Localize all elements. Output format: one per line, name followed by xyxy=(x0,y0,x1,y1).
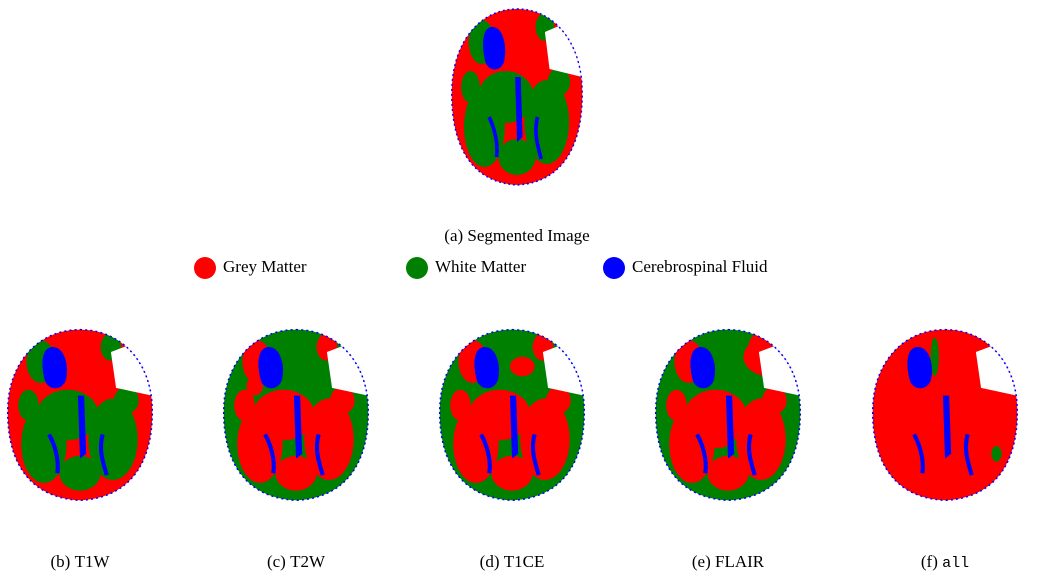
brain-image xyxy=(430,323,595,507)
background-region xyxy=(976,342,1019,395)
tissue-region xyxy=(59,456,100,491)
panel-caption: (d) T1CE xyxy=(480,552,545,571)
legend-swatch xyxy=(406,257,428,279)
tissue-region xyxy=(275,456,316,491)
brain-image xyxy=(214,323,379,507)
tissue-region xyxy=(18,390,39,421)
tissue-region xyxy=(883,390,904,421)
tissue-region xyxy=(461,71,480,103)
background-region xyxy=(111,342,154,395)
legend-label: White Matter xyxy=(435,257,526,276)
tissue-region xyxy=(707,456,748,491)
brain-clip xyxy=(214,323,379,507)
panel-tag: (d) xyxy=(480,552,500,571)
tissue-region xyxy=(491,456,532,491)
legend-label: Cerebrospinal Fluid xyxy=(632,257,768,276)
panel-caption: (c) T2W xyxy=(267,552,326,571)
panel-tag: (b) xyxy=(50,552,70,571)
brain-image xyxy=(443,2,592,192)
brain-clip xyxy=(646,323,811,507)
tissue-region xyxy=(924,456,965,491)
legend-swatch xyxy=(194,257,216,279)
brain-clip xyxy=(443,2,592,192)
brain-image xyxy=(0,323,162,507)
panel-tag: (c) xyxy=(267,552,286,571)
top-caption: (a) Segmented Image xyxy=(444,226,589,245)
figure: (a) Segmented Image Grey Matter White Mat… xyxy=(0,0,1038,579)
legend-swatch xyxy=(603,257,625,279)
background-region xyxy=(545,22,584,77)
tissue-region xyxy=(510,357,535,376)
background-region xyxy=(759,342,802,395)
panel-tag: (e) xyxy=(692,552,711,571)
panel-name: T1CE xyxy=(504,552,545,571)
background-region xyxy=(543,342,586,395)
panel-name: all xyxy=(942,555,969,572)
legend-label: Grey Matter xyxy=(223,257,307,276)
panel-caption: (e) FLAIR xyxy=(692,552,765,571)
brain-clip xyxy=(430,323,595,507)
panel-name: FLAIR xyxy=(715,552,765,571)
panel-name: T2W xyxy=(290,552,326,571)
background-region xyxy=(327,342,370,395)
brain-image xyxy=(863,323,1028,507)
tissue-region xyxy=(450,390,471,421)
panel-caption: (b) T1W xyxy=(50,552,110,571)
brain-clip xyxy=(0,323,162,507)
tissue-region xyxy=(498,139,535,175)
brain-clip xyxy=(863,323,1028,507)
panel-name: T1W xyxy=(75,552,111,571)
panel-tag: (f) xyxy=(921,552,938,571)
brain-image xyxy=(646,323,811,507)
tissue-region xyxy=(329,452,345,475)
tissue-region xyxy=(666,390,687,421)
panel-caption: (f) all xyxy=(921,552,969,572)
tissue-region xyxy=(991,446,1001,462)
